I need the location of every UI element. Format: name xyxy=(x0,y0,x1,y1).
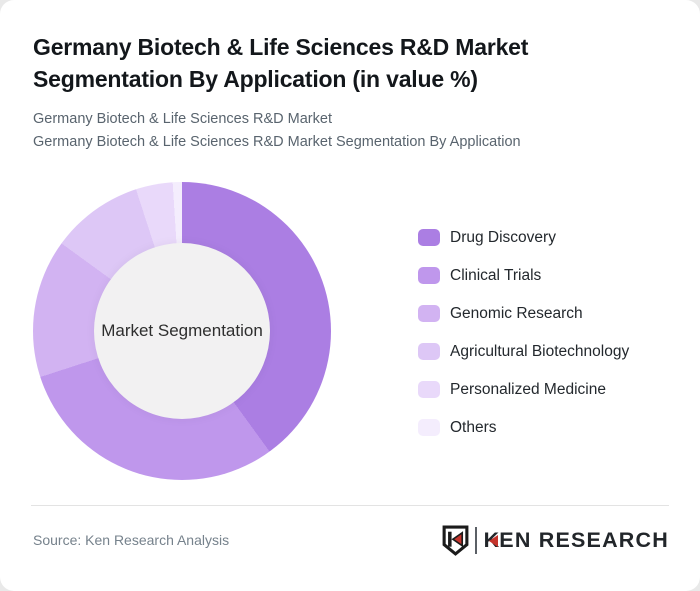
subtitle-block: Germany Biotech & Life Sciences R&D Mark… xyxy=(33,108,667,153)
donut-chart: Market Segmentation xyxy=(33,182,331,480)
legend-item-agricultural-biotechnology: Agricultural Biotechnology xyxy=(418,343,629,360)
legend-item-drug-discovery: Drug Discovery xyxy=(418,229,629,246)
legend-item-others: Others xyxy=(418,419,629,436)
logo-shield-icon xyxy=(442,525,468,556)
legend-label: Agricultural Biotechnology xyxy=(450,342,630,360)
legend-swatch-others xyxy=(418,419,440,436)
header: Germany Biotech & Life Sciences R&D Mark… xyxy=(0,0,700,153)
legend-label: Genomic Research xyxy=(450,304,583,322)
logo-wordmark-rest: EN RESEARCH xyxy=(499,528,669,552)
source-text: Source: Ken Research Analysis xyxy=(33,532,230,548)
legend-label: Drug Discovery xyxy=(450,228,556,246)
chart-legend: Drug Discovery Clinical Trials Genomic R… xyxy=(418,229,629,457)
legend-swatch-personalized-medicine xyxy=(418,381,440,398)
legend-swatch-agricultural-biotechnology xyxy=(418,343,440,360)
legend-item-genomic-research: Genomic Research xyxy=(418,305,629,322)
ken-research-logo: K EN RESEARCH xyxy=(442,525,669,556)
legend-swatch-clinical-trials xyxy=(418,267,440,284)
legend-label: Others xyxy=(450,418,497,436)
logo-wordmark: K EN RESEARCH xyxy=(484,528,669,553)
legend-item-clinical-trials: Clinical Trials xyxy=(418,267,629,284)
legend-item-personalized-medicine: Personalized Medicine xyxy=(418,381,629,398)
legend-swatch-drug-discovery xyxy=(418,229,440,246)
donut-center-label: Market Segmentation xyxy=(101,321,263,340)
logo-separator xyxy=(474,527,477,554)
legend-label: Clinical Trials xyxy=(450,266,542,284)
logo-red-triangle-icon xyxy=(489,534,499,547)
donut-center: Market Segmentation xyxy=(94,243,270,419)
legend-label: Personalized Medicine xyxy=(450,380,606,398)
footer-divider xyxy=(31,505,669,506)
page-title: Germany Biotech & Life Sciences R&D Mark… xyxy=(33,34,529,92)
legend-swatch-genomic-research xyxy=(418,305,440,322)
subtitle-line-1: Germany Biotech & Life Sciences R&D Mark… xyxy=(33,111,332,127)
subtitle-line-2: Germany Biotech & Life Sciences R&D Mark… xyxy=(33,133,521,150)
